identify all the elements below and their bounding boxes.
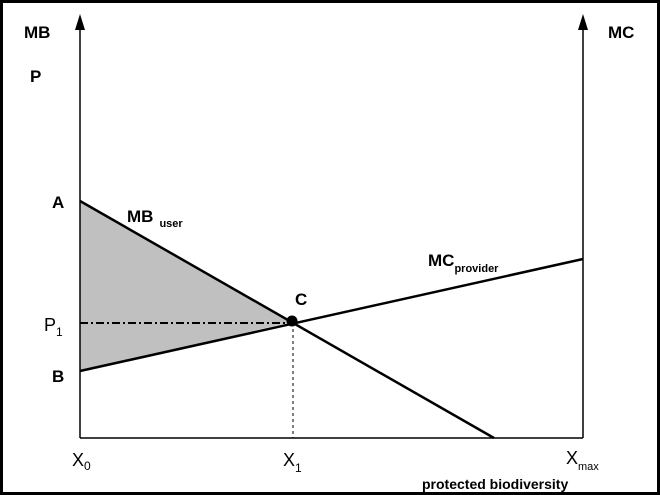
mc-provider-main: MC <box>428 251 454 270</box>
right-axis-label-mc: MC <box>608 23 634 42</box>
mb-user-main: MB <box>127 207 153 226</box>
x-axis-title: protected biodiversity <box>422 476 568 492</box>
left-axis-label-p: P <box>30 67 41 86</box>
x1-label: X1 <box>283 450 302 475</box>
mc-provider-label: MCprovider <box>428 251 499 275</box>
x0-sub: 0 <box>84 459 91 473</box>
point-b-label: B <box>52 367 64 386</box>
point-a-label: A <box>52 193 64 212</box>
surplus-area <box>80 201 292 371</box>
mc-provider-curve <box>79 257 584 373</box>
x1-sub: 1 <box>295 461 302 475</box>
price-p1-label: P1 <box>44 315 63 339</box>
x1-main: X <box>283 450 295 470</box>
xmax-sub: max <box>578 461 599 473</box>
left-axis-arrow <box>75 14 85 30</box>
xmax-main: X <box>566 448 578 468</box>
mb-user-label: MB user <box>127 207 183 230</box>
point-c-label: C <box>295 290 307 309</box>
equilibrium-point <box>286 315 298 327</box>
mc-provider-sub: provider <box>454 263 499 275</box>
x0-main: X <box>72 450 84 470</box>
left-axis-label-mb: MB <box>24 23 50 42</box>
right-axis-arrow <box>578 14 588 30</box>
price-p1-main: P <box>44 315 56 335</box>
x0-label: X0 <box>72 450 91 473</box>
xmax-label: Xmax <box>566 448 599 473</box>
price-p1-sub: 1 <box>56 325 63 339</box>
mb-user-sub: user <box>159 218 183 230</box>
